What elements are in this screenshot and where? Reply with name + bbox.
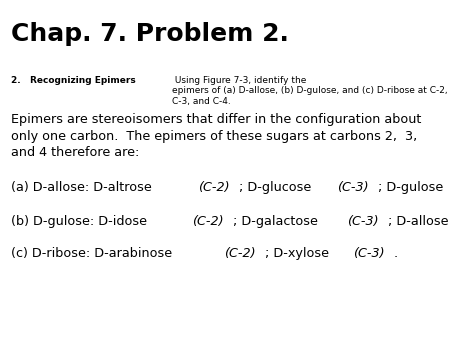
Text: (C-2): (C-2) [224, 247, 256, 260]
Text: ; D-gulose: ; D-gulose [378, 181, 447, 194]
Text: (C-3): (C-3) [347, 215, 379, 227]
Text: (a) D-allose: D-altrose: (a) D-allose: D-altrose [11, 181, 156, 194]
Text: (C-2): (C-2) [192, 215, 224, 227]
Text: (C-2): (C-2) [198, 181, 230, 194]
Text: Using Figure 7-3, identify the
epimers of (a) D-allose, (b) D-gulose, and (c) D-: Using Figure 7-3, identify the epimers o… [172, 76, 448, 106]
Text: (c) D-ribose: D-arabinose: (c) D-ribose: D-arabinose [11, 247, 176, 260]
Text: .: . [394, 247, 398, 260]
Text: ; D-glucose: ; D-glucose [239, 181, 315, 194]
Text: (b) D-gulose: D-idose: (b) D-gulose: D-idose [11, 215, 151, 227]
Text: (C-3): (C-3) [353, 247, 384, 260]
Text: Chap. 7. Problem 2.: Chap. 7. Problem 2. [11, 22, 289, 46]
Text: ; D-galactose: ; D-galactose [233, 215, 322, 227]
Text: Epimers are stereoisomers that differ in the configuration about
only one carbon: Epimers are stereoisomers that differ in… [11, 113, 422, 159]
Text: 2.   Recognizing Epimers: 2. Recognizing Epimers [11, 76, 136, 85]
Text: ; D-allose: ; D-allose [388, 215, 450, 227]
Text: (C-3): (C-3) [337, 181, 369, 194]
Text: ; D-xylose: ; D-xylose [265, 247, 333, 260]
